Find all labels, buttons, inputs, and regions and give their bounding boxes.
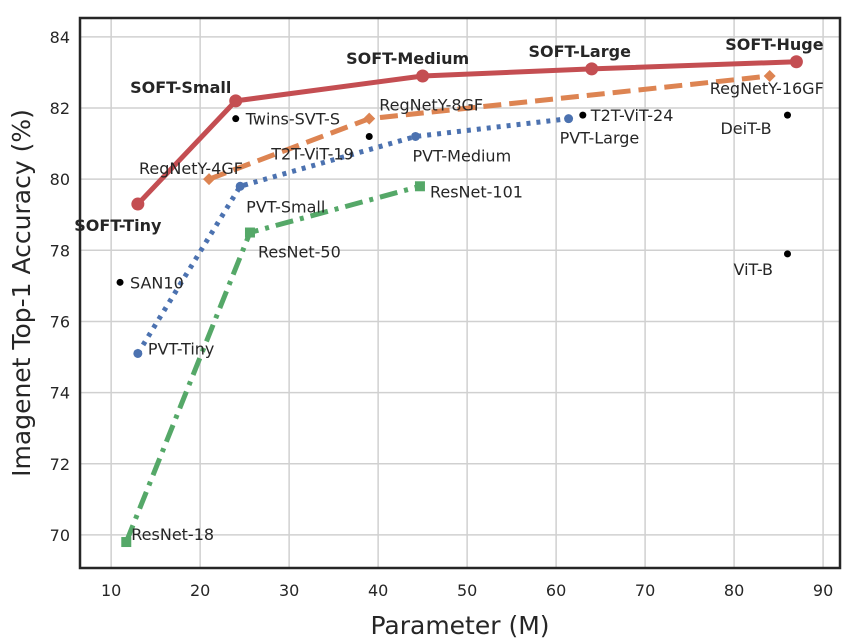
y-tick-label: 84 (50, 28, 70, 47)
x-tick-label: 20 (190, 581, 210, 600)
y-tick-label: 72 (50, 455, 70, 474)
x-tick-label: 70 (635, 581, 655, 600)
point-label: PVT-Medium (413, 146, 512, 165)
point-label: SOFT-Large (528, 42, 631, 61)
data-point (564, 114, 574, 124)
data-point (363, 112, 376, 125)
point-label: PVT-Tiny (148, 339, 215, 358)
data-point (783, 250, 791, 258)
data-point (131, 197, 145, 211)
data-point (411, 131, 421, 141)
y-tick-label: 76 (50, 312, 70, 331)
x-axis-label: Parameter (M) (370, 611, 549, 640)
series-line (123, 183, 421, 543)
point-label: ResNet-50 (258, 243, 341, 262)
data-point (116, 278, 124, 286)
point-label: ViT-B (733, 260, 773, 279)
data-point (585, 62, 599, 76)
x-tick-label: 30 (279, 581, 299, 600)
data-point (232, 115, 240, 123)
point-label: SOFT-Huge (725, 35, 823, 54)
point-label: SOFT-Medium (346, 49, 469, 68)
data-point (414, 181, 425, 192)
data-point (579, 111, 587, 119)
point-label: T2T-ViT-19 (270, 144, 354, 163)
data-point (235, 181, 245, 191)
x-tick-label: 60 (546, 581, 566, 600)
point-label: RegNetY-16GF (710, 79, 824, 98)
y-tick-label: 70 (50, 526, 70, 545)
x-tick-label: 80 (724, 581, 744, 600)
point-label: ResNet-18 (131, 525, 214, 544)
point-label: PVT-Large (560, 129, 640, 148)
y-tick-label: 74 (50, 384, 70, 403)
y-axis-label: Imagenet Top-1 Accuracy (%) (7, 109, 36, 477)
data-point (763, 69, 776, 82)
x-tick-label: 50 (457, 581, 477, 600)
data-markers (116, 55, 803, 548)
data-point (203, 173, 216, 186)
point-label: SOFT-Small (130, 78, 231, 97)
point-label: RegNetY-4GF (139, 159, 243, 178)
data-point (365, 132, 373, 140)
data-point (416, 69, 430, 83)
y-tick-label: 82 (50, 99, 70, 118)
y-tick-label: 80 (50, 170, 70, 189)
point-label: SAN10 (130, 273, 184, 292)
x-tick-label: 10 (101, 581, 121, 600)
data-point (783, 111, 791, 119)
point-label: T2T-ViT-24 (590, 106, 674, 125)
data-point (121, 537, 132, 548)
data-point (244, 227, 255, 238)
plot-frame (78, 16, 842, 570)
tick-labels: 10 20 30 40 50 60 70 80 90 70 72 74 76 78 80 82 84 (50, 28, 834, 600)
point-label: RegNetY-8GF (379, 96, 483, 115)
series-lines (123, 59, 797, 543)
point-label: SOFT-Tiny (74, 216, 162, 235)
point-label: ResNet-101 (430, 182, 523, 201)
x-tick-label: 40 (368, 581, 388, 600)
point-labels: SOFT-Tiny SOFT-Small SOFT-Medium SOFT-Large… (74, 35, 824, 544)
data-point (789, 55, 803, 69)
grid (80, 18, 840, 568)
point-label: DeiT-B (720, 119, 771, 138)
point-label: Twins-SVT-S (245, 110, 340, 129)
y-tick-label: 78 (50, 241, 70, 260)
data-point (133, 348, 143, 358)
x-tick-label: 90 (813, 581, 833, 600)
point-label: PVT-Small (246, 197, 325, 216)
data-point (229, 94, 243, 108)
